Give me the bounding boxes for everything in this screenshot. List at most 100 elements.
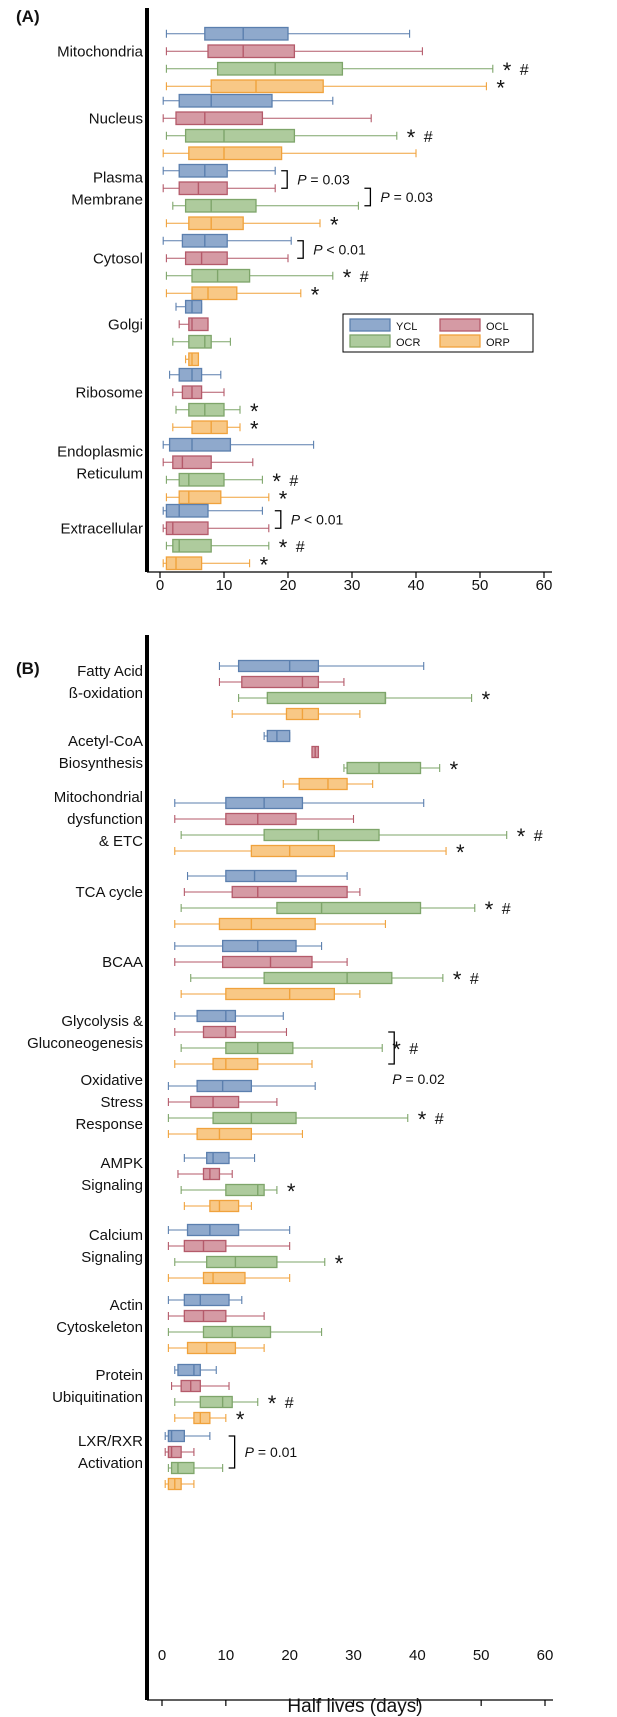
box-iqr bbox=[225, 869, 297, 883]
legend: YCL OCL OCR ORP bbox=[342, 313, 534, 353]
x-tick-label: 50 bbox=[472, 577, 489, 594]
box-iqr bbox=[212, 1057, 259, 1071]
significance-hash: # bbox=[409, 1041, 418, 1058]
p-value-bracket bbox=[228, 1435, 236, 1469]
box-iqr bbox=[183, 1293, 230, 1307]
box-iqr bbox=[206, 1255, 278, 1269]
box-iqr bbox=[191, 268, 251, 283]
significance-star: * bbox=[330, 212, 339, 237]
box-orp bbox=[167, 1127, 303, 1141]
significance-hash: # bbox=[360, 269, 369, 286]
box-orp bbox=[174, 1411, 227, 1425]
box-iqr bbox=[210, 79, 324, 94]
category-label: TCA cycle bbox=[75, 884, 143, 901]
significance-star: * bbox=[517, 824, 526, 849]
box-ocr bbox=[167, 1325, 323, 1339]
box-iqr bbox=[170, 1461, 195, 1475]
box-ocl bbox=[171, 1379, 230, 1393]
box-iqr bbox=[196, 1079, 253, 1093]
category-label: Extracellular bbox=[60, 520, 143, 537]
legend-label-ycl: YCL bbox=[396, 321, 417, 333]
box-orp bbox=[165, 79, 487, 94]
box-iqr bbox=[207, 44, 296, 59]
box-orp bbox=[174, 917, 386, 931]
box-iqr bbox=[237, 659, 320, 673]
x-axis-title: Half lives (days) bbox=[287, 1696, 422, 1717]
box-iqr bbox=[209, 1199, 240, 1213]
box-ycl bbox=[162, 163, 276, 178]
box-orp bbox=[165, 216, 321, 231]
x-tick-label: 50 bbox=[473, 1647, 490, 1664]
box-ycl bbox=[169, 367, 222, 382]
box-ocr bbox=[165, 61, 494, 76]
box-ocl bbox=[162, 111, 372, 126]
legend-swatch-ocr bbox=[349, 334, 391, 348]
box-ycl bbox=[183, 1151, 256, 1165]
category-label: Cytoskeleton bbox=[56, 1319, 143, 1336]
significance-star: * bbox=[279, 535, 288, 560]
significance-star: * bbox=[485, 897, 494, 922]
box-iqr bbox=[221, 939, 297, 953]
category-label: LXR/RXR bbox=[78, 1433, 143, 1450]
box-ycl bbox=[165, 26, 411, 41]
box-ocl bbox=[178, 317, 209, 332]
box-iqr bbox=[188, 317, 209, 332]
box-ycl bbox=[162, 233, 292, 248]
category-label: Acetyl-CoA bbox=[68, 733, 143, 750]
box-iqr bbox=[196, 1127, 253, 1141]
significance-star: * bbox=[456, 840, 465, 865]
category-label: Cytosol bbox=[93, 250, 143, 267]
category-label: Ribosome bbox=[75, 384, 143, 401]
legend-swatch-ocl bbox=[439, 318, 481, 332]
panel-b: P = 0.02 P = 0.01 bbox=[145, 635, 553, 1706]
x-tick-label: 40 bbox=[408, 577, 425, 594]
box-iqr bbox=[346, 761, 422, 775]
box-orp bbox=[165, 286, 302, 301]
category-label: BCAA bbox=[102, 954, 143, 971]
p-value-label: P = 0.02 bbox=[392, 1071, 445, 1087]
box-orp bbox=[167, 1341, 265, 1355]
panel-label: (A) bbox=[16, 7, 40, 26]
box-iqr bbox=[196, 1009, 237, 1023]
category-label: Glycolysis & bbox=[61, 1013, 143, 1030]
significance-hash: # bbox=[285, 1395, 294, 1412]
legend-swatch-orp bbox=[439, 334, 481, 348]
x-tick-label: 30 bbox=[344, 577, 361, 594]
box-iqr bbox=[184, 128, 296, 143]
box-ocr bbox=[165, 128, 398, 143]
box-iqr bbox=[167, 1429, 185, 1443]
box-ocr bbox=[165, 268, 334, 283]
box-iqr bbox=[178, 490, 222, 505]
box-iqr bbox=[167, 1445, 182, 1459]
legend-label-ocr: OCR bbox=[396, 337, 421, 349]
box-ycl bbox=[167, 1293, 243, 1307]
box-ocr bbox=[167, 1461, 224, 1475]
category-label: Gluconeogenesis bbox=[27, 1035, 143, 1052]
category-label: Signaling bbox=[81, 1177, 143, 1194]
category-label: Golgi bbox=[108, 316, 143, 333]
significance-star: * bbox=[343, 265, 352, 290]
box-iqr bbox=[165, 556, 203, 571]
category-label: Nucleus bbox=[89, 110, 143, 127]
box-ycl bbox=[174, 796, 425, 810]
box-iqr bbox=[188, 402, 225, 417]
significance-star: * bbox=[250, 416, 259, 441]
category-label: Mitochondria bbox=[57, 43, 144, 60]
category-label: Plasma bbox=[93, 169, 144, 186]
significance-star: * bbox=[407, 125, 416, 150]
box-iqr bbox=[193, 1411, 211, 1425]
box-iqr bbox=[263, 971, 393, 985]
significance-star: * bbox=[311, 282, 320, 307]
category-label: Endoplasmic bbox=[57, 443, 143, 460]
box-iqr bbox=[191, 420, 228, 435]
p-value-bracket bbox=[274, 510, 282, 529]
box-iqr bbox=[183, 1309, 227, 1323]
box-ocr bbox=[238, 691, 473, 705]
significance-hash: # bbox=[435, 1111, 444, 1128]
category-label: ß-oxidation bbox=[69, 685, 143, 702]
box-iqr bbox=[188, 334, 212, 349]
box-ocr bbox=[174, 1395, 259, 1409]
box-iqr bbox=[178, 181, 228, 196]
box-iqr bbox=[188, 352, 200, 367]
